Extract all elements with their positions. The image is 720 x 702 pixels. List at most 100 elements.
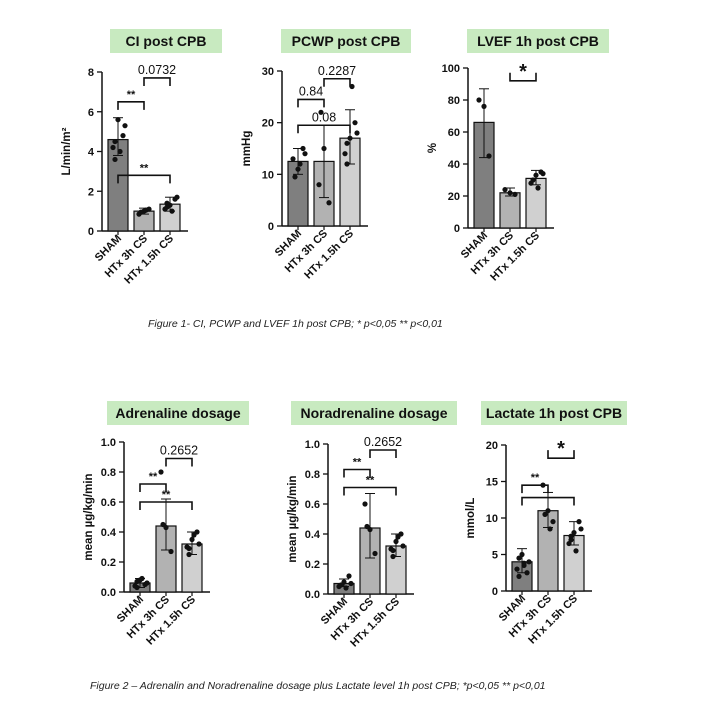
chart-title: Adrenaline dosage — [115, 405, 240, 421]
significance-bracket — [323, 77, 351, 87]
y-tick-label: 0.8 — [101, 467, 116, 479]
data-point — [516, 555, 522, 561]
data-point — [186, 545, 192, 552]
data-point — [174, 194, 180, 200]
data-point — [530, 177, 536, 183]
data-point — [576, 519, 582, 525]
data-point — [519, 551, 525, 558]
y-tick-label: 30 — [262, 66, 274, 78]
significance-label: ** — [127, 89, 136, 101]
data-point — [545, 508, 551, 514]
significance-bracket — [547, 450, 575, 459]
data-point — [169, 208, 175, 214]
data-point — [348, 580, 354, 587]
data-point — [347, 135, 353, 141]
data-point — [346, 573, 352, 579]
significance-bracket — [139, 501, 193, 510]
data-point — [573, 548, 579, 554]
significance-label: 0.2287 — [318, 64, 356, 78]
data-point — [302, 151, 308, 157]
significance-bracket — [521, 484, 549, 494]
significance-bracket — [369, 449, 397, 458]
data-point — [535, 185, 541, 191]
y-tick-label: 1.0 — [305, 439, 320, 451]
data-point — [486, 153, 492, 159]
data-point — [524, 570, 530, 576]
y-tick-label: 10 — [262, 169, 274, 181]
data-point — [344, 140, 350, 146]
significance-bracket — [521, 496, 575, 506]
chart-adrenaline: Adrenaline dosage 0.0 0.2 0.4 0.6 0.8 1.0 mean … — [83, 401, 249, 648]
y-tick-label: 4 — [88, 147, 95, 159]
significance-label: ** — [162, 489, 171, 501]
data-point — [139, 575, 145, 582]
significance-bracket — [343, 486, 397, 496]
y-tick-label: 0.2 — [305, 559, 320, 571]
y-tick-label: 0 — [492, 586, 498, 598]
y-tick-label: 0 — [268, 221, 274, 233]
data-point — [326, 200, 332, 206]
data-point — [344, 161, 350, 167]
chart-title-badge — [291, 401, 457, 425]
significance-label: * — [519, 61, 527, 83]
significance-bracket — [343, 468, 371, 478]
data-point — [186, 551, 192, 558]
data-point — [393, 538, 399, 545]
y-tick-label: 6 — [88, 107, 94, 119]
data-point — [112, 138, 118, 145]
data-point — [352, 120, 358, 126]
data-point — [168, 548, 174, 555]
data-point — [343, 585, 349, 591]
data-point — [512, 191, 518, 197]
chart-title: Lactate 1h post CPB — [486, 405, 622, 421]
chart-title: LVEF 1h post CPB — [477, 33, 599, 49]
y-tick-label: 20 — [486, 440, 498, 452]
data-point — [110, 144, 116, 151]
data-point — [526, 559, 532, 565]
data-point — [354, 130, 360, 136]
y-tick-label: 0.0 — [305, 589, 320, 601]
y-tick-label: 0.6 — [101, 497, 116, 509]
figure2-caption: Figure 2 – Adrenalin and Noradrenaline d… — [90, 680, 546, 692]
data-point — [290, 156, 296, 162]
data-point — [521, 560, 527, 566]
figure1-caption: Figure 1- CI, PCWP and LVEF 1h post CPB;… — [148, 318, 443, 330]
data-point — [189, 536, 195, 543]
data-point — [134, 584, 140, 591]
chart-title-badge — [281, 29, 411, 53]
chart-lactate: Lactate 1h post CPB05101520mmol/LSHAMHTx… — [465, 401, 627, 647]
data-point — [297, 161, 303, 167]
y-axis-label: mean µg/kg/min — [287, 475, 299, 562]
data-point — [160, 521, 166, 528]
y-tick-label: 2 — [88, 186, 94, 198]
data-point — [134, 578, 140, 585]
data-point — [568, 533, 574, 539]
data-point — [516, 573, 522, 580]
data-point — [481, 103, 487, 109]
data-point — [112, 156, 118, 163]
data-point — [321, 145, 327, 152]
y-tick-label: 5 — [492, 550, 498, 562]
significance-bracket — [297, 98, 325, 108]
y-tick-label: 0 — [454, 223, 460, 235]
data-point — [568, 537, 574, 543]
data-point — [550, 519, 556, 525]
y-axis-label: L/min/m² — [61, 127, 73, 175]
data-point — [372, 550, 378, 557]
data-point — [390, 547, 396, 554]
data-point — [476, 97, 482, 103]
significance-label: 0.84 — [299, 84, 323, 98]
y-axis-label: mmol/L — [465, 498, 477, 539]
chart-title: PCWP post CPB — [292, 33, 401, 49]
data-point — [547, 526, 553, 532]
bar — [499, 192, 521, 229]
data-point — [318, 109, 324, 115]
y-tick-label: 40 — [448, 159, 460, 171]
significance-label: 0.08 — [312, 110, 336, 124]
data-point — [300, 145, 306, 152]
data-point — [295, 166, 301, 172]
data-point — [533, 172, 539, 178]
